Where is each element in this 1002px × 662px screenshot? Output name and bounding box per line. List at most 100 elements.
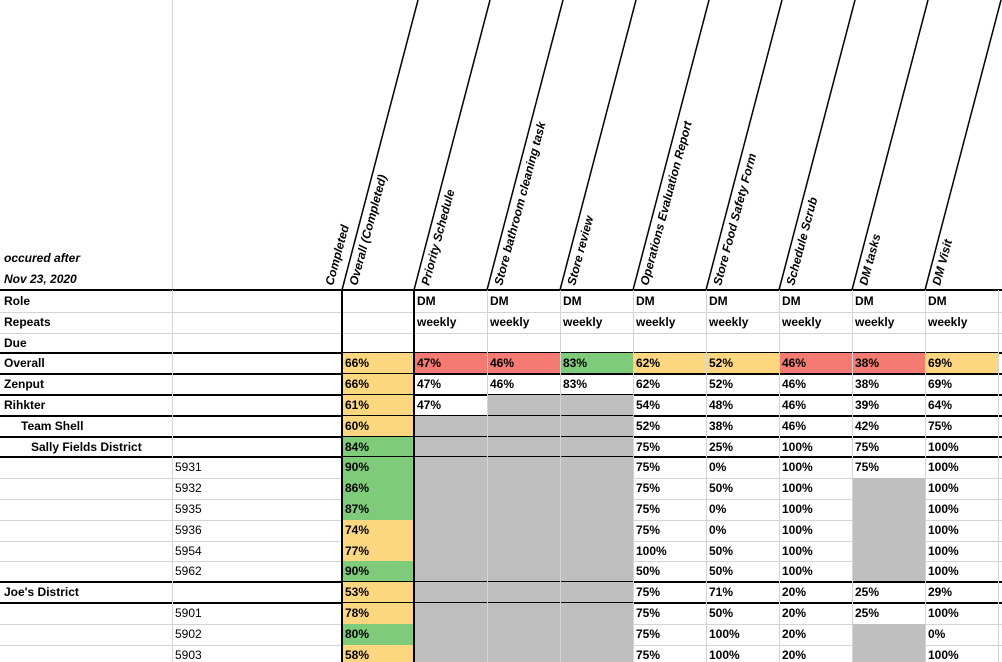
cell-fill xyxy=(560,582,633,603)
cell-fill xyxy=(852,499,925,520)
task-value: 75% xyxy=(636,585,661,599)
cell-fill xyxy=(414,437,487,457)
cell-fill xyxy=(852,541,925,561)
header-slant xyxy=(778,0,856,291)
column-header: Store bathroom cleaning task xyxy=(491,119,549,287)
task-value: 46% xyxy=(782,377,807,391)
task-value: 20% xyxy=(782,606,807,620)
completed-value: 66% xyxy=(345,377,370,391)
task-value: 100% xyxy=(782,460,813,474)
cell-fill xyxy=(487,541,560,561)
task-value: 100% xyxy=(782,440,813,454)
row-label: Due xyxy=(4,336,27,350)
task-value: 100% xyxy=(709,648,740,662)
task-value: 75% xyxy=(636,481,661,495)
task-value: 83% xyxy=(563,377,588,391)
cell-fill xyxy=(852,624,925,645)
task-value: 100% xyxy=(928,523,959,537)
task-value: 50% xyxy=(709,544,734,558)
task-value: 75% xyxy=(636,460,661,474)
task-value: 75% xyxy=(636,627,661,641)
cell-fill xyxy=(414,520,487,541)
cell-fill xyxy=(852,561,925,582)
task-value: 75% xyxy=(928,419,953,433)
cell-fill xyxy=(414,416,487,437)
task-value: DM xyxy=(417,294,436,308)
header-border xyxy=(0,289,1002,291)
completed-fill xyxy=(342,374,414,395)
cell-fill xyxy=(560,561,633,582)
task-value: 46% xyxy=(782,398,807,412)
task-value: 52% xyxy=(709,377,734,391)
column-header: DM Visit xyxy=(929,237,955,287)
row-label: Repeats xyxy=(4,315,51,329)
task-value: 50% xyxy=(709,564,734,578)
task-value: 20% xyxy=(782,585,807,599)
completed-fill xyxy=(342,603,414,624)
header-slant xyxy=(851,0,929,291)
cell-fill xyxy=(487,520,560,541)
task-value: 20% xyxy=(782,627,807,641)
row-label: Team Shell xyxy=(21,419,84,433)
store-number: 5936 xyxy=(175,523,202,537)
cell-fill xyxy=(560,520,633,541)
cell-fill xyxy=(414,561,487,582)
task-value: 50% xyxy=(709,481,734,495)
task-value: 25% xyxy=(709,440,734,454)
cell-fill xyxy=(633,353,706,374)
column-line xyxy=(779,290,780,662)
completed-fill xyxy=(342,645,414,662)
cell-fill xyxy=(487,561,560,582)
task-value: weekly xyxy=(782,315,822,329)
cell-fill xyxy=(560,437,633,457)
cell-fill xyxy=(706,353,779,374)
task-value: DM xyxy=(490,294,509,308)
header: occured after Nov 23, 2020 CompletedOver… xyxy=(4,0,1002,291)
header-slant xyxy=(924,0,1002,291)
completed-fill xyxy=(342,437,414,457)
task-value: 47% xyxy=(417,377,442,391)
task-value: 100% xyxy=(928,544,959,558)
task-value: DM xyxy=(782,294,801,308)
task-value: 83% xyxy=(563,356,588,370)
task-value: 0% xyxy=(709,523,727,537)
cell-fill xyxy=(779,353,852,374)
cell-fill xyxy=(560,645,633,662)
date-caption: occured after xyxy=(4,251,81,265)
completed-value: 90% xyxy=(345,460,370,474)
completed-fill xyxy=(342,457,414,478)
date-value: Nov 23, 2020 xyxy=(4,272,77,286)
task-value: DM xyxy=(563,294,582,308)
task-value: 20% xyxy=(782,648,807,662)
cell-fill xyxy=(852,520,925,541)
task-value: 75% xyxy=(636,606,661,620)
header-slant xyxy=(705,0,783,291)
completed-fill xyxy=(342,395,414,416)
task-value: 100% xyxy=(928,460,959,474)
task-value: 100% xyxy=(928,564,959,578)
column-line xyxy=(487,290,488,662)
cell-fill xyxy=(414,582,487,603)
cell-fill xyxy=(560,541,633,561)
completed-value: 60% xyxy=(345,419,370,433)
completed-value: 77% xyxy=(345,544,370,558)
column-line xyxy=(413,290,415,662)
task-value: 38% xyxy=(709,419,734,433)
header-slant xyxy=(632,0,710,291)
cell-fill xyxy=(560,353,633,374)
column-line xyxy=(998,290,999,662)
column-header: Schedule Scrub xyxy=(783,196,820,287)
cell-fill xyxy=(560,603,633,624)
cell-fill xyxy=(487,624,560,645)
completed-fill xyxy=(342,541,414,561)
store-number: 5954 xyxy=(175,544,202,558)
cell-fill xyxy=(852,645,925,662)
cell-fill xyxy=(414,499,487,520)
completed-value: 80% xyxy=(345,627,370,641)
completed-value: 61% xyxy=(345,398,370,412)
completed-value: 86% xyxy=(345,481,370,495)
column-header: Store review xyxy=(564,214,596,287)
cell-fill xyxy=(487,437,560,457)
completed-value: 74% xyxy=(345,523,370,537)
task-value: DM xyxy=(928,294,947,308)
